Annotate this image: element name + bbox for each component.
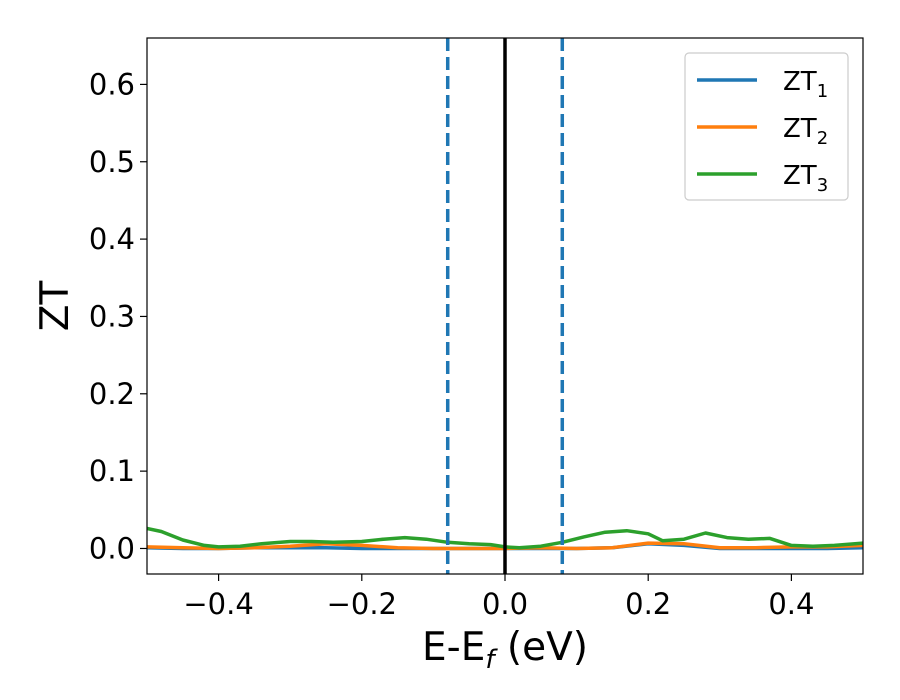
y-tick-label: 0.0 — [89, 531, 135, 565]
legend-label-zt2: ZT2 — [783, 114, 828, 149]
legend-label-zt1: ZT1 — [783, 67, 828, 102]
legend-label-zt3: ZT3 — [783, 161, 828, 196]
x-axis: −0.4 −0.2 0.0 0.2 0.4 — [183, 574, 814, 621]
y-tick-label: 0.5 — [89, 145, 135, 179]
y-tick-label: 0.1 — [89, 454, 135, 488]
y-tick-label: 0.2 — [89, 377, 135, 411]
x-tick-label: −0.2 — [327, 587, 397, 621]
y-tick-label: 0.6 — [89, 67, 135, 101]
x-tick-label: 0.0 — [482, 587, 528, 621]
legend: ZT1 ZT2 ZT3 — [684, 52, 849, 201]
y-axis-label: ZT — [33, 281, 78, 332]
legend-box — [684, 52, 849, 201]
x-tick-label: −0.4 — [183, 587, 253, 621]
x-tick-label: 0.4 — [768, 587, 814, 621]
y-tick-label: 0.4 — [89, 222, 135, 256]
x-tick-label: 0.2 — [625, 587, 671, 621]
y-tick-label: 0.3 — [89, 299, 135, 333]
y-axis: 0.0 0.1 0.2 0.3 0.4 0.5 0.6 — [89, 67, 147, 565]
plot-area — [147, 38, 863, 574]
x-axis-label: E-Ef (eV) — [422, 625, 588, 675]
